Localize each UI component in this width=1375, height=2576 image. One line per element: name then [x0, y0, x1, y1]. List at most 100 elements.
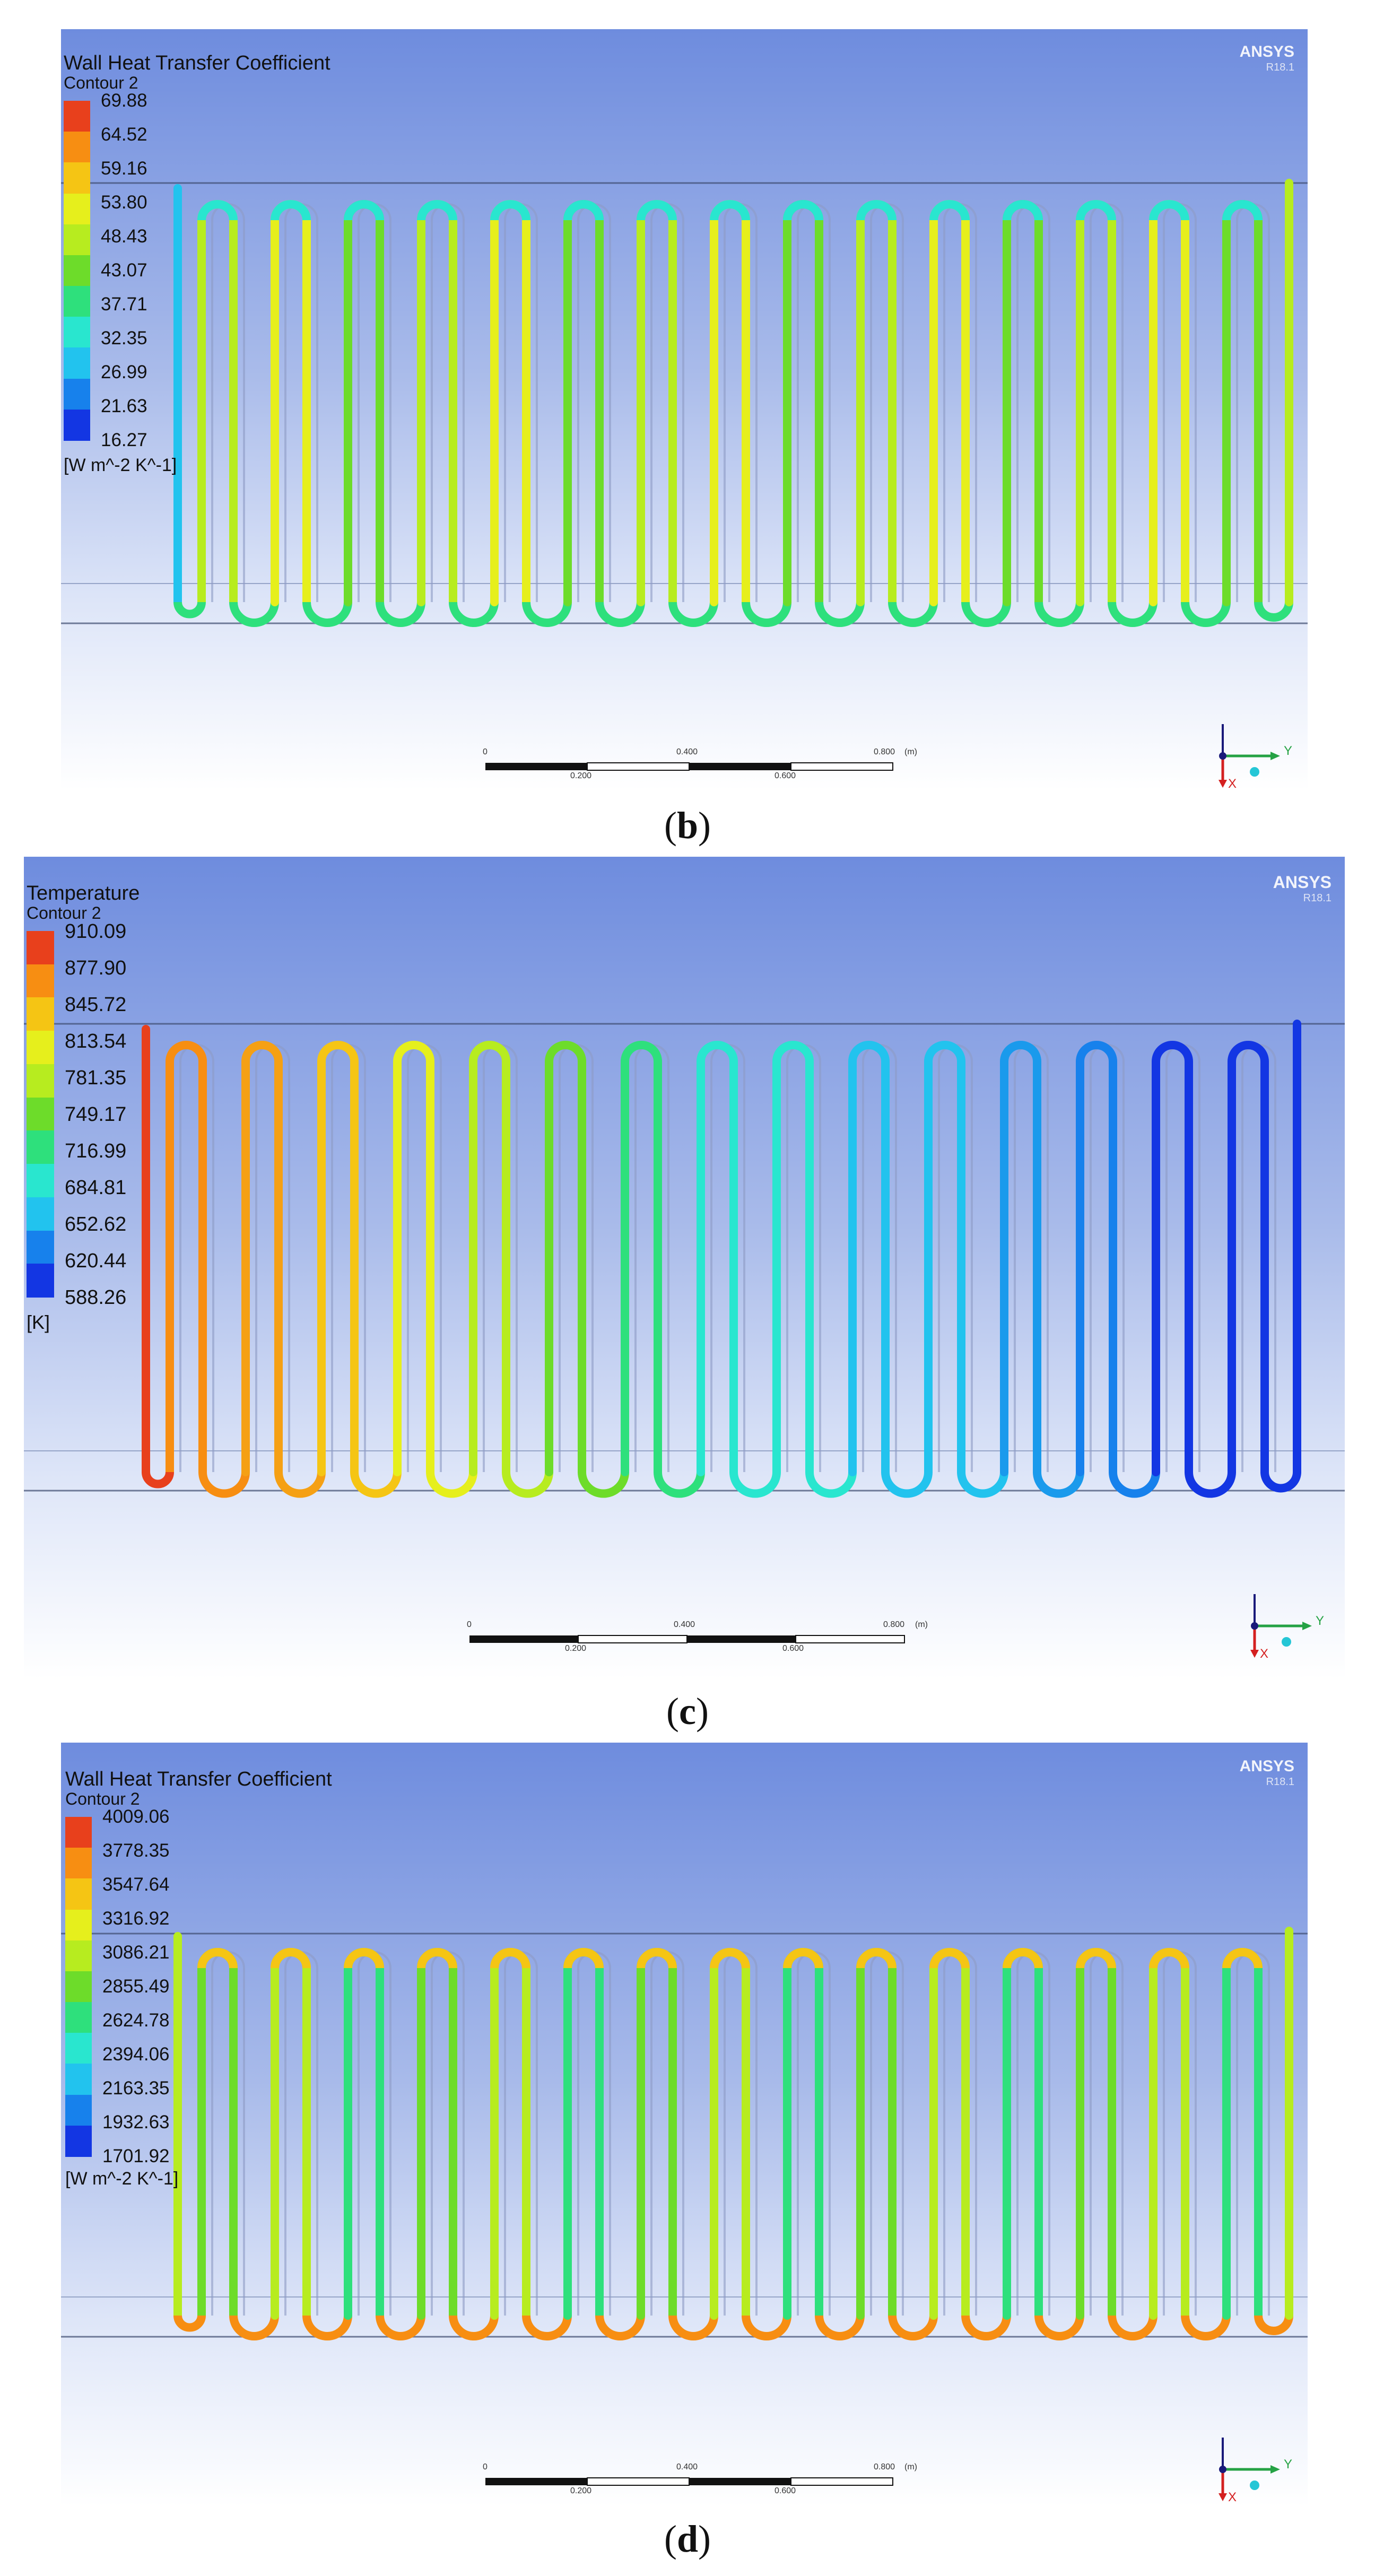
legend-tick-label: 781.35 — [65, 1067, 127, 1089]
coil-top-bend — [1076, 200, 1116, 221]
coil-bottom-bend — [578, 1472, 629, 1498]
axis-triad: Y X — [1219, 2438, 1292, 2501]
coil-bottom-bend — [302, 602, 352, 627]
coil-bottom-bend — [957, 1472, 1008, 1498]
coil-bottom-bend — [198, 1472, 250, 1498]
legend-tick-label: 910.09 — [65, 920, 127, 943]
legend-tick-label: 2855.49 — [102, 1976, 170, 1997]
scale-label-0400: 0.400 — [676, 747, 698, 756]
scale-label-0800: 0.800 — [874, 2462, 895, 2471]
legend-color-swatch — [65, 1909, 92, 1941]
viewport-background — [61, 29, 1308, 790]
legend-title: Wall Heat Transfer Coefficient — [64, 52, 330, 74]
coil-top-bend — [637, 1948, 677, 1969]
caption-d: (d) — [664, 2518, 711, 2560]
coil-top-bend — [856, 1948, 897, 1969]
coil-bottom-bend — [1181, 602, 1231, 627]
coil-loop — [697, 1041, 738, 1476]
scale-label-0800: 0.800 — [874, 747, 895, 756]
legend-color-swatch — [65, 1848, 92, 1879]
legend-tick-label: 64.52 — [101, 124, 147, 145]
legend-tick-label: 3316.92 — [102, 1908, 170, 1929]
coil-loop — [924, 1041, 965, 1476]
legend-tick-label: 1701.92 — [102, 2146, 170, 2166]
legend-tick-label: 2163.35 — [102, 2078, 170, 2099]
coil-bottom-bend — [1260, 1472, 1301, 1493]
legend-color-swatch — [64, 286, 90, 318]
coil-bottom-bend — [350, 1472, 402, 1498]
legend-color-swatch — [64, 347, 90, 379]
coil-bottom-bend — [805, 1472, 857, 1498]
legend-tick-label: 2394.06 — [102, 2044, 170, 2065]
legend-color-swatch — [27, 1197, 54, 1231]
coil-loop — [1152, 1041, 1193, 1476]
coil-top-bend — [271, 1948, 311, 1969]
coil-bottom-bend — [1109, 1472, 1160, 1498]
caption-c: (c) — [666, 1690, 709, 1733]
coil-bottom-bend — [668, 2315, 718, 2340]
coil-top-bend — [197, 200, 238, 221]
legend-tick-label: 16.27 — [101, 430, 147, 450]
legend-color-swatch — [27, 1164, 54, 1198]
legend-tick-label: 4009.06 — [102, 1806, 170, 1827]
legend-tick-label: 1932.63 — [102, 2112, 170, 2133]
legend-unit: [K] — [27, 1311, 50, 1333]
legend-color-swatch — [65, 1878, 92, 1910]
scale-bar — [485, 762, 893, 771]
legend-unit: [W m^-2 K^-1] — [65, 2169, 179, 2189]
coil-bottom-bend — [449, 2315, 499, 2340]
coil-geometry — [173, 1927, 1293, 2340]
legend-title: Temperature — [27, 882, 140, 904]
coil-top-bend — [490, 200, 530, 221]
legend-tick-label: 749.17 — [65, 1103, 127, 1126]
color-legend-bar — [64, 101, 90, 441]
coil-bottom-bend — [229, 2315, 279, 2340]
panel-b: Wall Heat Transfer Coefficient Contour 2… — [61, 29, 1308, 790]
coil-top-bend — [563, 200, 604, 221]
legend-tick-label: 69.88 — [101, 90, 147, 111]
coil-bottom-bend — [654, 1472, 705, 1498]
legend-color-swatch — [64, 409, 90, 441]
legend-color-swatch — [27, 997, 54, 1032]
coil-top-bend — [783, 1948, 823, 1969]
coil-bottom-bend — [376, 602, 425, 627]
coil-bottom-bend — [961, 2315, 1011, 2340]
coil-top-bend — [344, 200, 384, 221]
scale-label-0400: 0.400 — [676, 2462, 698, 2471]
coil-bottom-bend — [888, 2315, 938, 2340]
scale-bar — [469, 1635, 905, 1643]
scale-label-0: 0 — [467, 1620, 472, 1629]
scale-label-0: 0 — [483, 747, 488, 756]
coil-bottom-bend — [1034, 2315, 1084, 2340]
legend-color-swatch — [27, 1230, 54, 1265]
scale-label-0400: 0.400 — [674, 1620, 695, 1629]
legend-tick-label: 813.54 — [65, 1030, 127, 1052]
ansys-logo: ANSYS — [1239, 1757, 1294, 1775]
ansys-version: R18.1 — [1266, 1776, 1294, 1788]
triad-x-label: X — [1228, 2490, 1237, 2501]
coil-top-bend — [929, 200, 970, 221]
coil-top-bend — [1149, 1948, 1189, 1969]
coil-bottom-bend — [1254, 2315, 1293, 2335]
coil-top-bend — [344, 1948, 384, 1969]
ansys-logo: ANSYS — [1273, 873, 1332, 892]
axis-triad: Y X — [1219, 724, 1292, 788]
scale-bar — [485, 2477, 893, 2486]
legend-color-swatch — [65, 2002, 92, 2034]
coil-bottom-bend — [961, 602, 1011, 627]
legend-tick-label: 588.26 — [65, 1286, 127, 1309]
legend-tick-label: 21.63 — [101, 396, 147, 416]
legend-tick-label: 59.16 — [101, 158, 147, 179]
legend-tick-label: 3086.21 — [102, 1942, 170, 1963]
scale-label-unit: (m) — [904, 747, 917, 756]
legend-tick-label: 2624.78 — [102, 2010, 170, 2031]
panel-d: Wall Heat Transfer Coefficient Contour 2… — [61, 1743, 1308, 2507]
legend-color-swatch — [64, 317, 90, 349]
viewport-background — [24, 857, 1345, 1679]
coil-bottom-bend — [888, 602, 938, 627]
color-legend-bar — [27, 931, 54, 1298]
coil-bottom-bend — [1034, 602, 1084, 627]
legend-tick-label: 53.80 — [101, 192, 147, 213]
coil-bottom-bend — [449, 602, 499, 627]
coil-top-bend — [1222, 200, 1263, 221]
